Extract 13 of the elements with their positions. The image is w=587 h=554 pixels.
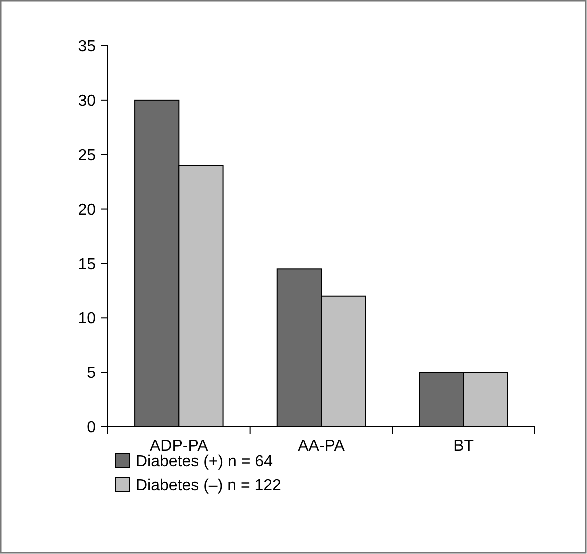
y-tick-label: 35: [78, 38, 96, 56]
legend-label: Diabetes (–) n = 122: [136, 478, 282, 495]
y-tick-label: 5: [87, 365, 96, 382]
legend-label: Diabetes (+) n = 64: [136, 454, 274, 471]
x-tick-label: ADP-PA: [150, 438, 209, 455]
y-tick-label: 10: [78, 310, 96, 328]
y-tick-label: 0: [87, 420, 96, 437]
y-tick-label: 30: [78, 93, 96, 110]
x-tick-label: AA-PA: [298, 438, 346, 455]
x-tick-label: BT: [454, 438, 474, 455]
y-tick-label: 15: [78, 256, 96, 274]
y-tick-label: 20: [78, 202, 96, 219]
y-tick-label: 25: [78, 147, 96, 164]
